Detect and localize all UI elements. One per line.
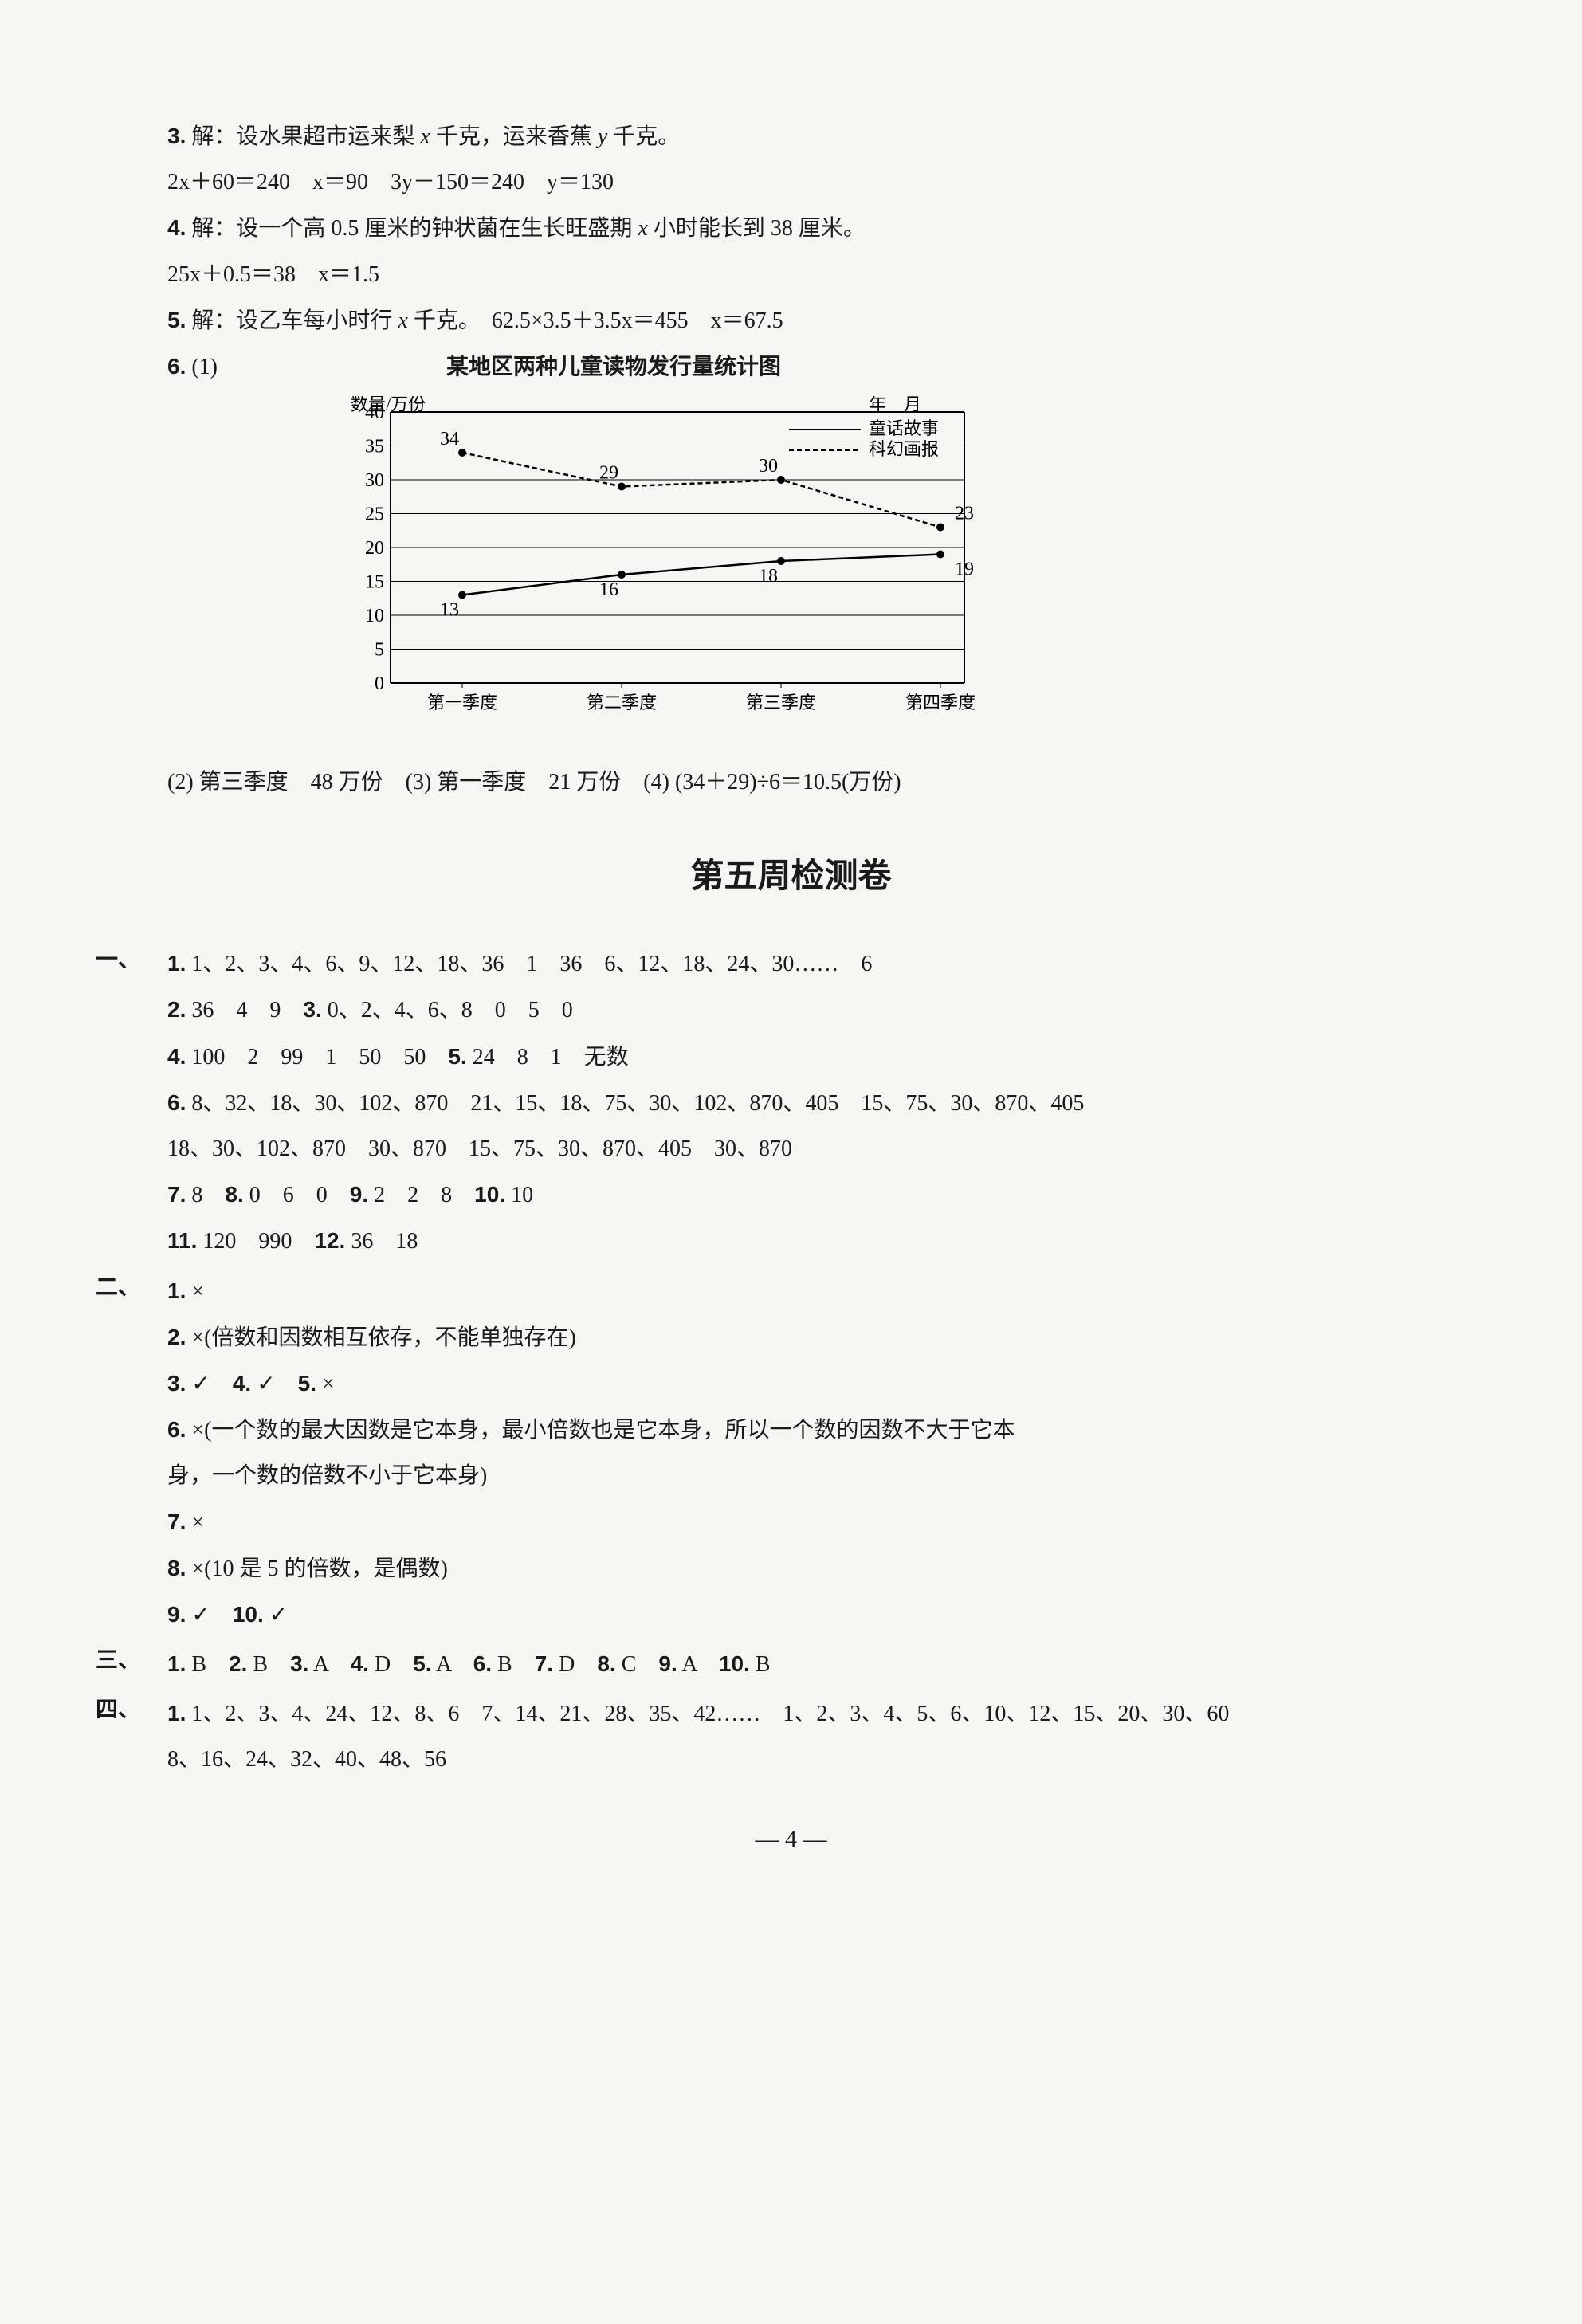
s1-2-text: 36 4 9 3. 0、2、4、6、8 0 5 0 <box>191 998 572 1023</box>
problem-4-text2: 小时能长到 38 厘米。 <box>648 216 866 241</box>
problem-4-text: 解：设一个高 0.5 厘米的钟状菌在生长旺盛期 <box>186 216 638 241</box>
svg-text:16: 16 <box>599 579 618 600</box>
svg-text:20: 20 <box>365 538 384 559</box>
s2-item-7: 7. × <box>167 1501 1486 1544</box>
s2-item-9: 9. ✓ 10. ✓ <box>167 1593 1486 1636</box>
s1-item-7: 7. 8 8. 0 6 0 9. 2 2 8 10. 10 <box>167 1173 1486 1216</box>
svg-text:23: 23 <box>955 504 974 524</box>
problem-4: 4. 解：设一个高 0.5 厘米的钟状菌在生长旺盛期 x 小时能长到 38 厘米… <box>96 206 1486 249</box>
s2-3-text: ✓ 4. ✓ 5. × <box>191 1372 334 1396</box>
s2-6a-text: ×(一个数的最大因数是它本身，最小倍数也是它本身，所以一个数的因数不大于它本 <box>191 1418 1015 1443</box>
problem-4-label: 4. <box>167 215 186 240</box>
section-2-label: 二、 <box>96 1266 167 1640</box>
svg-text:第四季度: 第四季度 <box>905 693 976 713</box>
problem-6-label: 6. <box>167 354 186 379</box>
var-x: x <box>420 124 430 149</box>
var-x: x <box>398 308 407 333</box>
problem-3-text2: 千克，运来香蕉 <box>430 124 598 149</box>
svg-text:第二季度: 第二季度 <box>587 693 657 713</box>
svg-text:18: 18 <box>759 566 778 587</box>
section-2: 二、 1. × 2. ×(倍数和因数相互依存，不能单独存在) 3. ✓ 4. ✓… <box>96 1266 1486 1640</box>
section-1: 一、 1. 1、2、3、4、6、9、12、18、36 1 36 6、12、18、… <box>96 939 1486 1266</box>
section-4-label: 四、 <box>96 1689 167 1784</box>
problem-5-label: 5. <box>167 308 186 332</box>
problem-3-text: 解：设水果超市运来梨 <box>186 124 420 149</box>
svg-text:13: 13 <box>440 600 459 621</box>
svg-text:第三季度: 第三季度 <box>746 693 816 713</box>
s2-item-8: 8. ×(10 是 5 的倍数，是偶数) <box>167 1547 1486 1590</box>
svg-text:第一季度: 第一季度 <box>427 693 497 713</box>
s1-item-1: 1. 1、2、3、4、6、9、12、18、36 1 36 6、12、18、24、… <box>167 942 1486 985</box>
s2-item-2: 2. ×(倍数和因数相互依存，不能单独存在) <box>167 1316 1486 1359</box>
svg-text:40: 40 <box>365 402 384 423</box>
s1-6a-text: 8、32、18、30、102、870 21、15、18、75、30、102、87… <box>191 1091 1084 1116</box>
var-y: y <box>598 124 607 149</box>
page-number: — 4 — <box>96 1816 1486 1862</box>
s1-item-4: 4. 100 2 99 1 50 50 5. 24 8 1 无数 <box>167 1035 1486 1078</box>
s2-item-1: 1. × <box>167 1270 1486 1313</box>
s4-item-1a: 1. 1、2、3、4、24、12、8、6 7、14、21、28、35、42…… … <box>167 1692 1486 1735</box>
s2-8-text: ×(10 是 5 的倍数，是偶数) <box>191 1557 447 1581</box>
problem-6-sub2: (2) 第三季度 48 万份 (3) 第一季度 21 万份 (4) (34＋29… <box>96 761 1486 803</box>
s1-item-6b: 18、30、102、870 30、870 15、75、30、870、405 30… <box>167 1128 1486 1170</box>
svg-text:30: 30 <box>759 456 778 477</box>
problem-4-equation: 25x＋0.5＝38 x＝1.5 <box>96 253 1486 296</box>
problem-3-text3: 千克。 <box>607 124 680 149</box>
s1-item-2: 2. 36 4 9 3. 0、2、4、6、8 0 5 0 <box>167 988 1486 1031</box>
svg-text:29: 29 <box>599 463 618 484</box>
s3-item-1: 1. B 2. B 3. A 4. D 5. A 6. B 7. D 8. C … <box>167 1643 1486 1686</box>
s3-1-text: B 2. B 3. A 4. D 5. A 6. B 7. D 8. C 9. … <box>191 1652 770 1677</box>
svg-text:童话故事: 童话故事 <box>869 418 939 438</box>
s2-1-text: × <box>191 1279 204 1304</box>
problem-5-text2: 千克。 62.5×3.5＋3.5x＝455 x＝67.5 <box>408 308 783 333</box>
svg-text:5: 5 <box>375 640 384 661</box>
svg-text:25: 25 <box>365 504 384 525</box>
s1-item-6a: 6. 8、32、18、30、102、870 21、15、18、75、30、102… <box>167 1082 1486 1125</box>
problem-6: 6. (1) 某地区两种儿童读物发行量统计图 <box>96 345 1486 388</box>
problem-3-label: 3. <box>167 124 186 148</box>
line-chart: 年 月童话故事科幻画报数量/万份0510152025303540第一季度第二季度… <box>335 396 1486 753</box>
svg-text:35: 35 <box>365 437 384 457</box>
svg-text:34: 34 <box>440 429 459 449</box>
svg-text:科幻画报: 科幻画报 <box>869 439 939 459</box>
chart-title: 某地区两种儿童读物发行量统计图 <box>446 354 781 379</box>
section-1-label: 一、 <box>96 939 167 1266</box>
problem-3-equation: 2x＋60＝240 x＝90 3y－150＝240 y＝130 <box>96 161 1486 203</box>
s2-item-3: 3. ✓ 4. ✓ 5. × <box>167 1362 1486 1405</box>
s1-11-text: 120 990 12. 36 18 <box>202 1229 418 1254</box>
s4-1a-text: 1、2、3、4、24、12、8、6 7、14、21、28、35、42…… 1、2… <box>191 1702 1229 1726</box>
s1-1-text: 1、2、3、4、6、9、12、18、36 1 36 6、12、18、24、30…… <box>191 952 872 976</box>
problem-5-text: 解：设乙车每小时行 <box>186 308 398 333</box>
svg-text:10: 10 <box>365 606 384 626</box>
problem-5: 5. 解：设乙车每小时行 x 千克。 62.5×3.5＋3.5x＝455 x＝6… <box>96 299 1486 342</box>
section-3-label: 三、 <box>96 1639 167 1689</box>
s2-9-text: ✓ 10. ✓ <box>191 1603 288 1627</box>
s2-2-text: ×(倍数和因数相互依存，不能单独存在) <box>191 1325 575 1350</box>
s4-item-1b: 8、16、24、32、40、48、56 <box>167 1738 1486 1780</box>
section-4: 四、 1. 1、2、3、4、24、12、8、6 7、14、21、28、35、42… <box>96 1689 1486 1784</box>
week5-title: 第五周检测卷 <box>96 844 1486 908</box>
var-x: x <box>638 216 647 241</box>
s2-7-text: × <box>191 1510 204 1535</box>
section-3: 三、 1. B 2. B 3. A 4. D 5. A 6. B 7. D 8.… <box>96 1639 1486 1689</box>
svg-text:30: 30 <box>365 470 384 491</box>
chart-svg: 年 月童话故事科幻画报数量/万份0510152025303540第一季度第二季度… <box>335 396 1132 739</box>
svg-text:19: 19 <box>955 559 974 580</box>
s2-item-6b: 身，一个数的倍数不小于它本身) <box>167 1454 1486 1497</box>
problem-6-sub1: (1) <box>186 355 218 379</box>
s2-item-6a: 6. ×(一个数的最大因数是它本身，最小倍数也是它本身，所以一个数的因数不大于它… <box>167 1408 1486 1451</box>
s1-4-text: 100 2 99 1 50 50 5. 24 8 1 无数 <box>191 1045 628 1070</box>
s1-7-text: 8 8. 0 6 0 9. 2 2 8 10. 10 <box>191 1183 533 1207</box>
svg-text:15: 15 <box>365 572 384 593</box>
svg-text:0: 0 <box>375 673 384 694</box>
problem-3: 3. 解：设水果超市运来梨 x 千克，运来香蕉 y 千克。 <box>96 115 1486 158</box>
s1-item-11: 11. 120 990 12. 36 18 <box>167 1219 1486 1262</box>
